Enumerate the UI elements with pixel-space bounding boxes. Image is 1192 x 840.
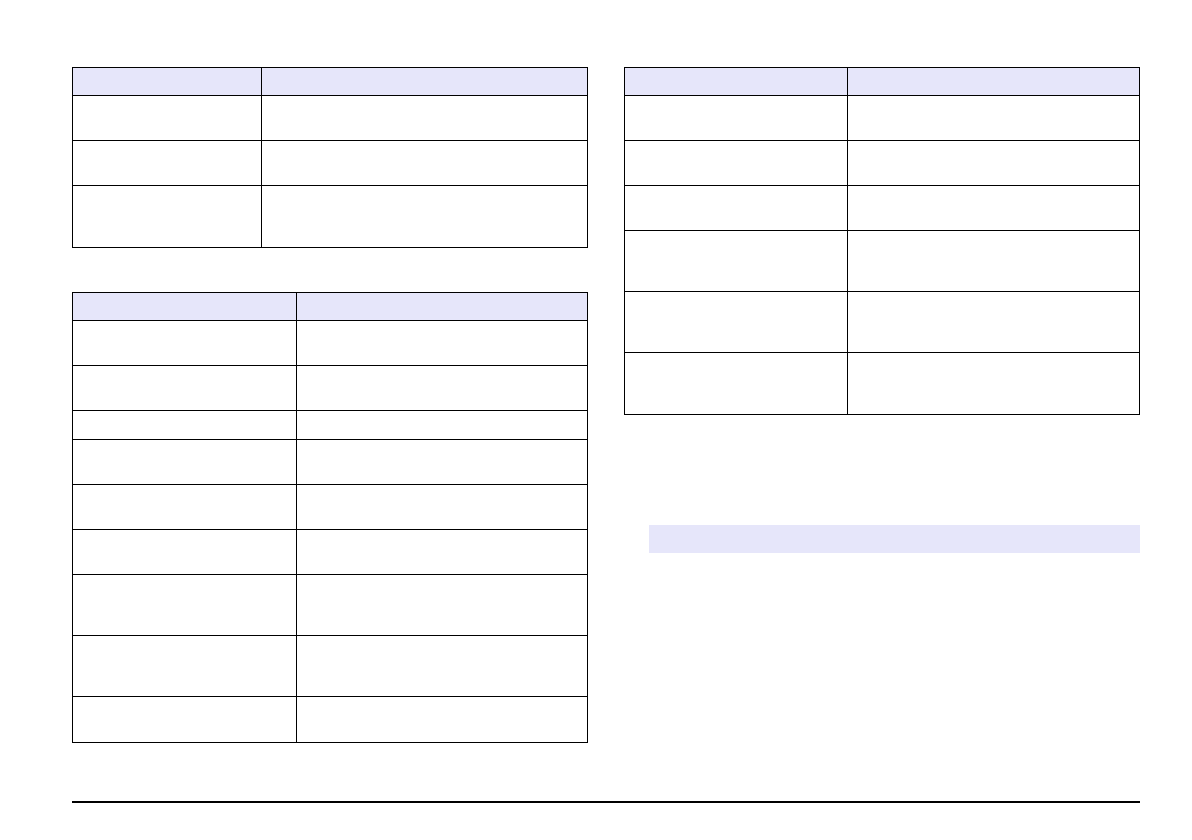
table-row (72, 574, 588, 635)
table-cell (847, 231, 1140, 291)
table-cell (847, 292, 1140, 352)
table-cell (72, 96, 261, 140)
table-row (72, 185, 588, 248)
table-cell (296, 440, 588, 484)
table-cell (296, 411, 588, 439)
table-cell (72, 141, 261, 185)
table-cell (296, 530, 588, 574)
note-bar (649, 525, 1140, 553)
table-header-row (72, 67, 588, 95)
header-cell (847, 68, 1140, 95)
table-row (624, 95, 1140, 140)
table-row (624, 352, 1140, 415)
table-cell (72, 186, 261, 247)
table-row (72, 529, 588, 574)
table-cell (296, 366, 588, 410)
table-cell (847, 186, 1140, 230)
table-cell (296, 636, 588, 696)
table-cell (72, 366, 296, 410)
table-1 (72, 67, 588, 248)
table-cell (261, 141, 588, 185)
table-row (72, 365, 588, 410)
footer-rule (72, 801, 1140, 803)
header-cell (72, 293, 296, 320)
header-cell (72, 68, 261, 95)
table-row (624, 185, 1140, 230)
table-row (72, 484, 588, 529)
table-header-row (72, 292, 588, 320)
table-cell (624, 96, 847, 140)
table-header-row (624, 67, 1140, 95)
table-cell (72, 530, 296, 574)
table-cell (72, 697, 296, 742)
table-cell (624, 141, 847, 185)
table-cell (72, 440, 296, 484)
table-cell (296, 697, 588, 742)
header-cell (624, 68, 847, 95)
table-row (72, 320, 588, 365)
table-cell (261, 186, 588, 247)
table-row (624, 140, 1140, 185)
table-cell (296, 321, 588, 365)
table-cell (72, 411, 296, 439)
table-cell (261, 96, 588, 140)
header-cell (261, 68, 588, 95)
header-cell (296, 293, 588, 320)
table-row (72, 95, 588, 140)
table-cell (296, 485, 588, 529)
table-cell (72, 636, 296, 696)
table-cell (847, 141, 1140, 185)
table-row (624, 291, 1140, 352)
table-cell (624, 353, 847, 414)
table-cell (72, 485, 296, 529)
table-cell (296, 575, 588, 635)
table-3 (624, 67, 1140, 415)
table-row (72, 696, 588, 743)
table-row (72, 635, 588, 696)
table-cell (624, 186, 847, 230)
table-cell (72, 321, 296, 365)
table-cell (624, 292, 847, 352)
table-cell (847, 353, 1140, 414)
table-2 (72, 292, 588, 743)
table-cell (847, 96, 1140, 140)
table-cell (624, 231, 847, 291)
table-row (72, 439, 588, 484)
table-row (72, 140, 588, 185)
table-row (624, 230, 1140, 291)
table-cell (72, 575, 296, 635)
table-row (72, 410, 588, 439)
